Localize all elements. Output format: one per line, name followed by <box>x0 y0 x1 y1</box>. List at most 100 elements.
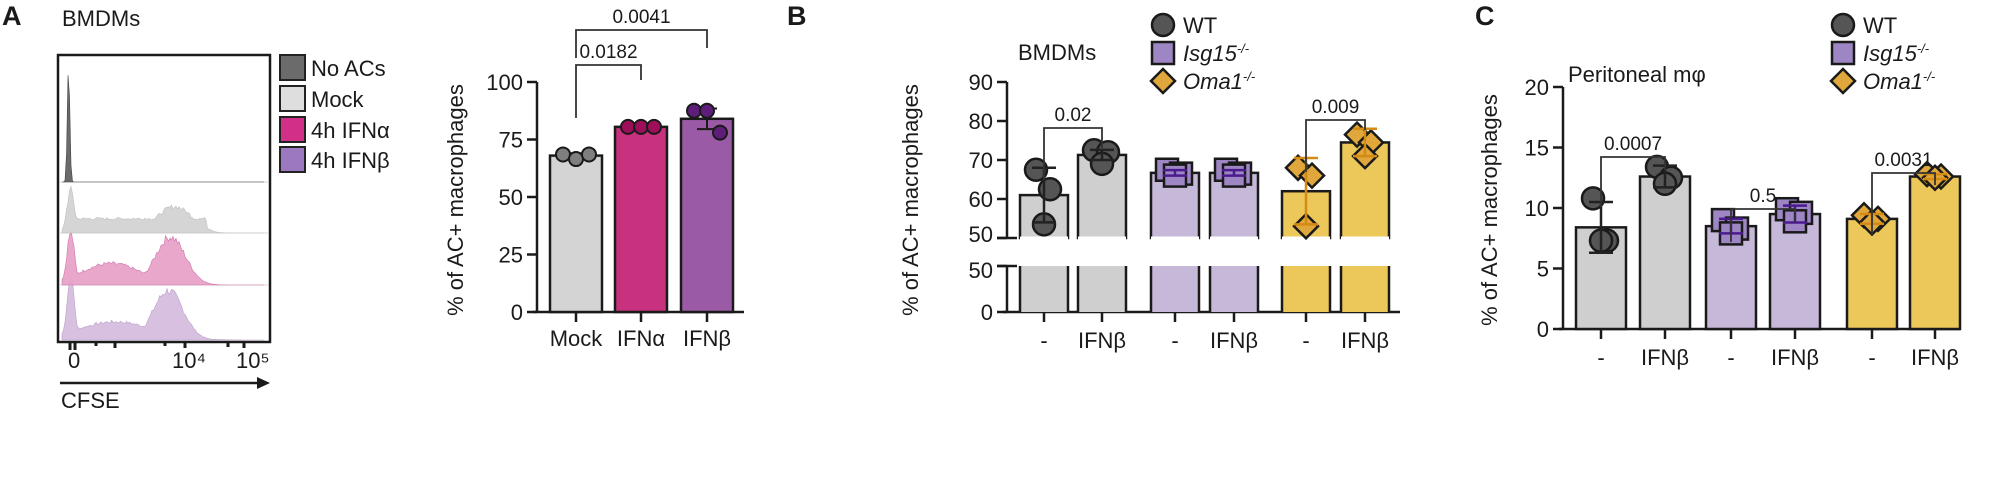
bar-1 <box>1638 175 1692 331</box>
bar-5-lower <box>1341 266 1389 312</box>
comparison-mock-ifnb-bracket <box>575 29 708 58</box>
legend-swatch-mock <box>279 85 306 112</box>
legend-marker-square-icon <box>1150 40 1176 66</box>
y-tick-label: 50 <box>969 258 993 283</box>
legend-label: Oma1-/- <box>1863 69 1936 94</box>
legend-label: Isg15-/- <box>1183 41 1250 66</box>
x-tick-label: IFNβ <box>683 326 731 351</box>
histogram-series-no-acs <box>62 75 264 183</box>
comparison-wt-label: 0.0007 <box>1604 134 1662 155</box>
data-point <box>646 118 662 135</box>
y-tick-label: 10 <box>1525 196 1549 221</box>
data-point <box>1023 157 1049 182</box>
legend-label-mock: Mock <box>311 87 365 112</box>
bar-1 <box>613 125 669 314</box>
legend-label-text: WT <box>1183 13 1217 38</box>
legend-b: WT Isg15-/- Oma1-/- <box>1149 12 1256 95</box>
x-tick-label: IFNβ <box>1641 345 1689 370</box>
legend-label: WT <box>1183 13 1217 38</box>
x-tick-label: IFNβ <box>1210 328 1258 353</box>
histogram-plot <box>56 53 272 350</box>
y-tick-label: 0 <box>511 300 523 325</box>
data-point <box>1037 177 1063 202</box>
data-point <box>1292 212 1320 241</box>
comparison-wt-bracket <box>1600 156 1666 207</box>
data-point <box>555 146 571 163</box>
data-point <box>620 118 636 135</box>
bar-2-lower <box>1151 266 1199 312</box>
histogram-x-tick-1: 10⁴ <box>172 348 206 373</box>
x-tick-label: - <box>1040 328 1047 353</box>
y-tick-label: 70 <box>969 148 993 173</box>
comparison-wt-bracket <box>1043 127 1103 180</box>
legend-label-text: Isg15 <box>1863 41 1918 66</box>
legend-label-ifnb: 4h IFNβ <box>311 148 390 173</box>
comparison-mock-ifna-label: 0.0182 <box>579 42 637 63</box>
data-point <box>568 151 584 168</box>
x-tick-label: - <box>1171 328 1178 353</box>
x-tick-label: - <box>1302 328 1309 353</box>
legend-label: Oma1-/- <box>1183 69 1256 94</box>
comparison-wt-label: 0.02 <box>1055 105 1092 126</box>
bar-1-lower <box>1078 266 1126 312</box>
y-tick-label: 50 <box>499 185 523 210</box>
legend-label-superscript: -/- <box>1923 69 1936 84</box>
histogram-x-tick-0: 0 <box>68 348 80 373</box>
legend-marker-circle-icon <box>1150 12 1176 38</box>
legend-label: WT <box>1863 13 1897 38</box>
x-tick-label: Mock <box>550 326 604 351</box>
bar-4-lower <box>1282 266 1330 312</box>
x-tick-label: - <box>1597 345 1604 370</box>
bar-2 <box>679 117 735 314</box>
data-point <box>633 118 649 135</box>
y-tick-label: 0 <box>981 300 993 325</box>
comparison-oma1-bracket <box>1871 172 1936 236</box>
y-tick-label: 60 <box>969 187 993 212</box>
x-tick-label: IFNβ <box>1771 345 1819 370</box>
legend-label: Isg15-/- <box>1863 41 1930 66</box>
histogram-legend: No ACs Mock 4h IFNα 4h IFNβ <box>279 54 390 173</box>
panel-c-title: Peritoneal mφ <box>1568 62 1706 87</box>
x-tick-label: - <box>1868 345 1875 370</box>
data-point <box>686 102 702 119</box>
bar-3-lower <box>1210 266 1258 312</box>
data-point <box>699 102 715 119</box>
legend-marker-square-icon <box>1830 40 1856 66</box>
comparison-oma1-label: 0.0031 <box>1874 150 1932 171</box>
y-tick-label: 5 <box>1537 257 1549 282</box>
bar-chart-c: 0 5 10 15 20 - IFNβ - IFNβ - IFNβ 0.0007 0.5 0.0031 <box>1525 75 1962 370</box>
histogram-x-tick-2: 10⁵ <box>236 348 270 373</box>
x-tick-label: - <box>1727 345 1734 370</box>
legend-label-superscript: -/- <box>1917 41 1930 56</box>
legend-marker-circle-icon <box>1830 12 1856 38</box>
y-tick-label: 50 <box>969 222 993 247</box>
comparison-oma1-label: 0.009 <box>1312 97 1360 118</box>
histogram-title: BMDMs <box>62 6 140 31</box>
comparison-isg15-bracket <box>1730 208 1796 242</box>
comparison-oma1-bracket <box>1305 119 1366 172</box>
y-tick-label: 0 <box>1537 317 1549 342</box>
comparison-mock-ifnb-label: 0.0041 <box>612 7 670 28</box>
legend-label-text: WT <box>1863 13 1897 38</box>
bar-a-y-label: % of AC+ macrophages <box>443 84 468 316</box>
comparison-mock-ifna-bracket <box>575 64 642 118</box>
comparison-isg15-label: 0.5 <box>1750 186 1776 207</box>
y-tick-label: 100 <box>486 70 523 95</box>
y-tick-label: 20 <box>1525 75 1549 100</box>
bar-c-y-label: % of AC+ macrophages <box>1477 94 1502 326</box>
arrow-head-icon <box>257 377 270 389</box>
x-tick-label: IFNβ <box>1911 345 1959 370</box>
legend-label-text: Isg15 <box>1183 41 1238 66</box>
bar-0-lower <box>1020 266 1068 312</box>
y-tick-label: 75 <box>499 128 523 153</box>
y-tick-label: 25 <box>499 243 523 268</box>
legend-label-no-acs: No ACs <box>311 56 386 81</box>
legend-label-text: Oma1 <box>1863 69 1923 94</box>
legend-label-ifna: 4h IFNα <box>311 118 390 143</box>
x-tick-label: IFNβ <box>1341 328 1389 353</box>
legend-swatch-ifna <box>279 116 306 143</box>
bar-chart-a: 0 25 50 75 100 Mock IFNα IFNβ 0.0182 0.0041 <box>486 7 744 351</box>
y-tick-label: 90 <box>969 70 993 95</box>
